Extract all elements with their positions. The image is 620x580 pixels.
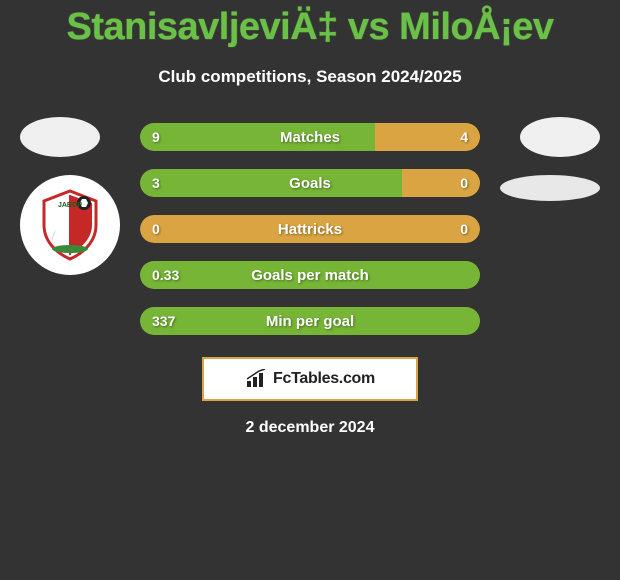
stat-bars: 9 Matches 4 3 Goals 0 0 Hattricks 0 0.33… [140,117,480,335]
brand-text: FcTables.com [273,370,375,388]
bar-value-right: 0 [460,221,468,237]
player-avatar-right [520,117,600,157]
stat-bar-min-per-goal: 337 Min per goal [140,307,480,335]
comparison-content: JABOP 9 Matches 4 3 Goals 0 0 Hattricks [0,117,620,437]
season-subtitle: Club competitions, Season 2024/2025 [0,67,620,87]
bar-chart-icon [245,369,269,389]
bar-value-right: 0 [460,175,468,191]
club-shield-icon: JABOP [30,185,110,265]
club-badge-right [500,175,600,201]
stat-bar-goals-per-match: 0.33 Goals per match [140,261,480,289]
stat-bar-hattricks: 0 Hattricks 0 [140,215,480,243]
bar-value-right: 4 [460,129,468,145]
bar-label: Goals per match [140,267,480,284]
stat-bar-matches: 9 Matches 4 [140,123,480,151]
comparison-date: 2 december 2024 [0,419,620,437]
brand-watermark: FcTables.com [202,357,418,401]
bar-label: Matches [140,129,480,146]
club-badge-left: JABOP [20,175,120,275]
comparison-title: StanisavljeviÄ‡ vs MiloÅ¡ev [0,0,620,49]
player-avatar-left [20,117,100,157]
bar-label: Min per goal [140,313,480,330]
stat-bar-goals: 3 Goals 0 [140,169,480,197]
svg-text:JABOP: JABOP [58,202,82,209]
bar-label: Goals [140,175,480,192]
bar-label: Hattricks [140,221,480,238]
